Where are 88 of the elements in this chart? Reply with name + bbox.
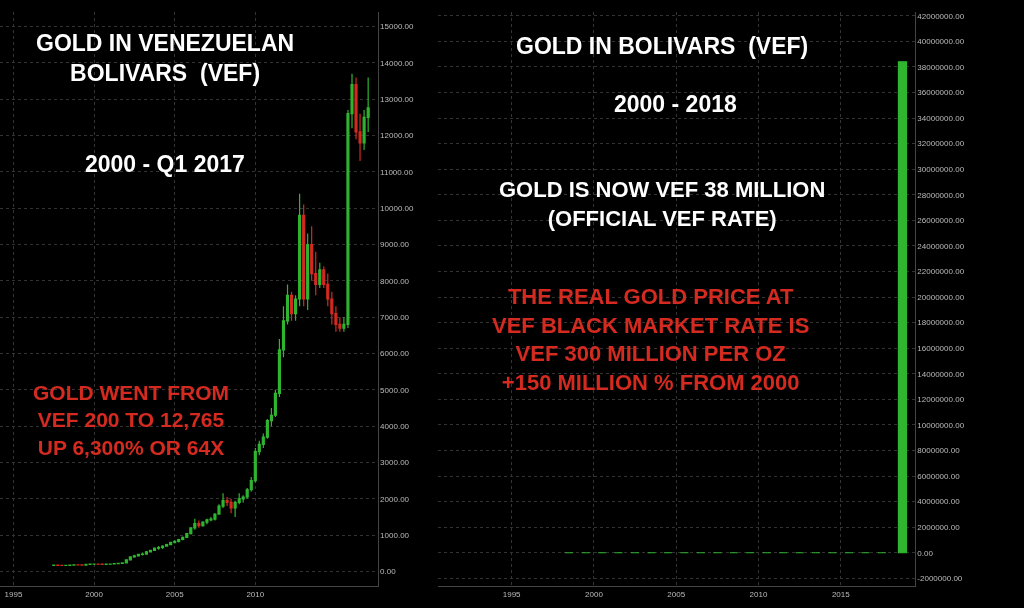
y-tick-label: 10000000.00 <box>917 420 965 430</box>
y-tick-label: 42000000.00 <box>917 11 965 21</box>
candlestick <box>84 563 88 566</box>
candlestick <box>132 554 136 559</box>
x-tick-label: 2010 <box>749 589 768 599</box>
annotation: THE REAL GOLD PRICE AT VEF BLACK MARKET RATE IS VEF 300 MILLION PER OZ +150 MILLION % FROM 2000 <box>492 284 810 395</box>
candlestick <box>302 203 306 307</box>
y-tick-label: 8000.00 <box>380 276 410 286</box>
candlestick <box>197 520 201 529</box>
text: GOLD IN VENEZUELAN BOLIVARS (VEF) <box>36 30 295 86</box>
y-tick-label: 40000000.00 <box>917 37 965 47</box>
y-tick-label: 18000000.00 <box>917 318 965 328</box>
y-tick-label: 16000000.00 <box>917 344 965 354</box>
candlestick <box>289 291 294 322</box>
candlestick <box>152 546 157 551</box>
candlestick <box>229 498 233 514</box>
y-tick-label: 30000000.00 <box>917 165 965 175</box>
y-tick-label: 38000000.00 <box>917 62 965 72</box>
candlestick <box>60 564 64 567</box>
candlestick <box>157 545 161 551</box>
candlestick <box>205 518 209 525</box>
x-tick-label: 2005 <box>667 589 686 599</box>
candlestick <box>80 563 84 566</box>
candlestick <box>128 555 132 561</box>
candlestick <box>209 516 213 522</box>
x-tick-label: 2000 <box>85 589 104 599</box>
y-tick-label: 15000.00 <box>380 22 415 32</box>
y-tick-label: 6000000.00 <box>917 471 961 481</box>
x-tick-label: 1995 <box>4 589 23 599</box>
x-tick-label: 2000 <box>585 589 604 599</box>
text: 2000 - Q1 2017 <box>85 151 245 177</box>
candlestick <box>120 562 124 565</box>
y-tick-label: 7000.00 <box>380 312 410 322</box>
y-tick-label: 32000000.00 <box>917 139 965 149</box>
candlestick <box>177 538 181 544</box>
candlestick <box>318 262 322 289</box>
y-tick-label: 2000000.00 <box>917 522 961 532</box>
y-tick-label: 12000.00 <box>380 131 415 141</box>
candlestick <box>52 564 56 567</box>
y-tick-label: 0.00 <box>380 567 397 577</box>
y-tick-label: 22000000.00 <box>917 267 965 277</box>
candlestick <box>140 551 145 557</box>
y-tick-label: 4000000.00 <box>917 497 961 507</box>
y-tick-label: 36000000.00 <box>917 88 965 98</box>
y-tick-label: -2000000.00 <box>917 574 963 584</box>
candlestick <box>144 550 149 555</box>
y-tick-label: 26000000.00 <box>917 216 965 226</box>
candlestick <box>201 520 205 528</box>
candlestick <box>68 564 72 567</box>
y-tick-label: 5000.00 <box>380 385 410 395</box>
y-tick-label: 9000.00 <box>380 240 410 250</box>
y-tick-label: 1000.00 <box>380 530 410 540</box>
y-tick-label: 28000000.00 <box>917 190 965 200</box>
candlestick <box>108 563 112 566</box>
candlestick <box>148 549 153 554</box>
y-tick-label: 14000.00 <box>380 58 415 68</box>
candlestick <box>165 543 169 548</box>
text: GOLD IN BOLIVARS (VEF) <box>516 33 809 59</box>
candlestick <box>112 562 116 565</box>
y-tick-label: 4000.00 <box>380 421 410 431</box>
y-tick-label: 8000000.00 <box>917 446 961 456</box>
x-tick-label: 2010 <box>246 589 265 599</box>
y-tick-label: 20000000.00 <box>917 292 965 302</box>
candlestick <box>193 518 197 531</box>
y-tick-label: 10000.00 <box>380 203 415 213</box>
candlestick <box>92 563 96 566</box>
candlestick <box>306 233 310 311</box>
candlestick <box>72 563 76 566</box>
candlestick <box>161 544 165 550</box>
y-tick-label: 12000000.00 <box>917 395 965 405</box>
y-tick-label: 24000000.00 <box>917 241 965 251</box>
candlestick <box>76 563 80 566</box>
annotation: GOLD WENT FROM VEF 200 TO 12,765 UP 6,300% OR 64X <box>33 381 229 459</box>
y-tick-label: 2000.00 <box>380 494 410 504</box>
x-tick-label: 2015 <box>831 589 851 599</box>
x-tick-label: 1995 <box>502 589 522 599</box>
y-tick-label: 11000.00 <box>380 167 414 177</box>
y-tick-label: 3000.00 <box>380 458 410 468</box>
candlestick <box>124 558 128 564</box>
x-tick-label: 2005 <box>165 589 185 599</box>
candlestick <box>56 564 60 567</box>
y-tick-label: 13000.00 <box>380 94 415 104</box>
text: 2000 - 2018 <box>614 91 737 117</box>
y-tick-label: 14000000.00 <box>917 369 965 379</box>
annotation: GOLD IS NOW VEF 38 MILLION (OFFICIAL VEF RATE) <box>499 177 826 231</box>
y-tick-label: 34000000.00 <box>917 113 965 123</box>
y-tick-label: 0.00 <box>917 548 934 558</box>
y-tick-label: 6000.00 <box>380 349 410 359</box>
